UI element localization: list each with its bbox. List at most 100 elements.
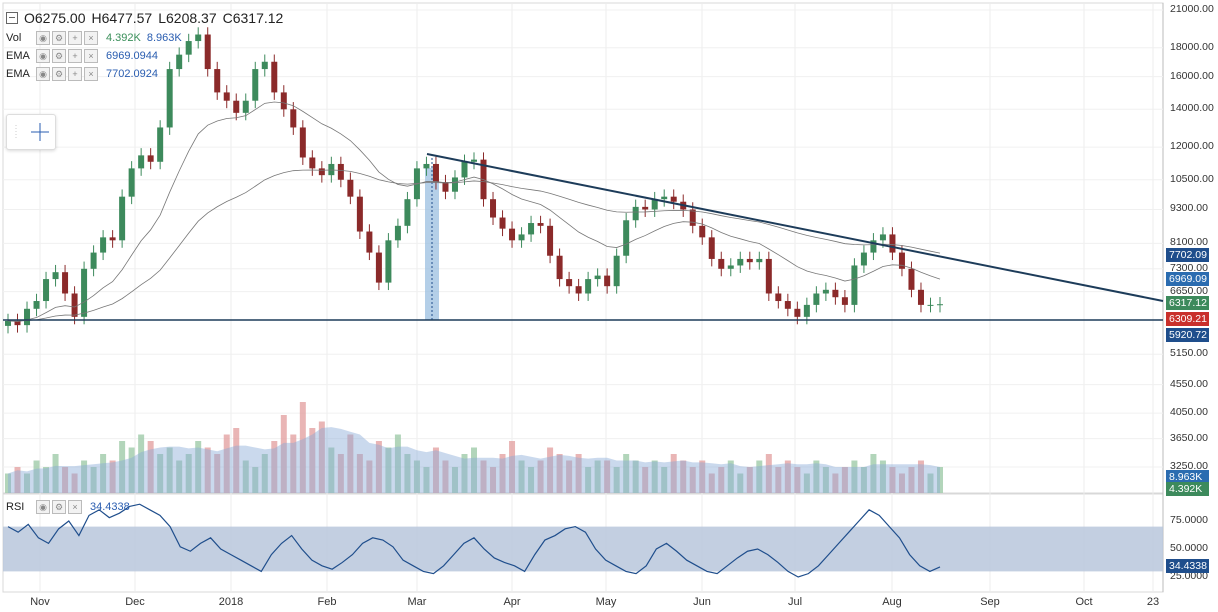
volume-bar [927, 473, 934, 493]
volume-bar [109, 460, 116, 493]
candle-body [870, 240, 877, 253]
candle-body [699, 225, 706, 238]
volume-bar [575, 454, 582, 493]
volume-bar [651, 460, 658, 493]
volume-bar [147, 441, 154, 493]
candle-body [746, 258, 753, 263]
volume-bar [585, 467, 592, 493]
volume-bar [708, 473, 715, 493]
volume-bar [623, 454, 630, 493]
time-axis-label: Feb [317, 596, 337, 608]
volume-bar [509, 441, 516, 493]
indicator-value: 7702.0924 [106, 68, 158, 80]
ema-indicator-row[interactable]: EMA ◉ ⚙ + × 6969.0944 [6, 48, 158, 64]
gear-icon[interactable]: ⚙ [52, 49, 66, 63]
volume-bar [413, 460, 420, 493]
candle-body [537, 223, 544, 226]
volume-bar [423, 467, 430, 493]
plus-icon[interactable]: + [68, 67, 82, 81]
volume-bar [680, 460, 687, 493]
close-icon[interactable]: × [84, 49, 98, 63]
volume-bar [71, 473, 78, 493]
volume-bar [128, 447, 135, 493]
volume-bar [90, 467, 97, 493]
candle-body [841, 297, 848, 305]
candle-body [147, 155, 154, 162]
volume-indicator-row[interactable]: Vol ◉ ⚙ + × 4.392K 8.963K [6, 30, 182, 46]
candle-body [242, 100, 249, 113]
plus-icon[interactable]: + [68, 31, 82, 45]
volume-bar [366, 460, 373, 493]
crosshair-tool-button[interactable] [6, 114, 56, 150]
volume-bar [765, 454, 772, 493]
gear-icon[interactable]: ⚙ [52, 67, 66, 81]
volume-bar [166, 447, 173, 493]
eye-icon[interactable]: ◉ [36, 500, 50, 514]
candle-body [822, 289, 829, 294]
candle-body [223, 92, 230, 101]
price-axis-label: 14000.00 [1170, 102, 1214, 115]
volume-bar [185, 454, 192, 493]
rsi-band [3, 526, 1163, 572]
candle-body [917, 289, 924, 305]
crosshair-icon [15, 123, 49, 141]
candle-body [879, 234, 886, 241]
volume-bar [404, 454, 411, 493]
eye-icon[interactable]: ◉ [36, 31, 50, 45]
candle-body [737, 258, 744, 266]
candle-body [832, 289, 839, 298]
volume-bar [632, 460, 639, 493]
close-icon[interactable]: × [68, 500, 82, 514]
plus-icon[interactable]: + [68, 49, 82, 63]
candle-body [651, 199, 658, 210]
close-icon[interactable]: × [84, 31, 98, 45]
candle-body [898, 252, 905, 269]
eye-icon[interactable]: ◉ [36, 49, 50, 63]
price-tag: 4.392K [1166, 482, 1209, 496]
time-axis-label: 23 [1146, 596, 1160, 608]
volume-bar [223, 434, 230, 493]
volume-bar [252, 467, 259, 493]
candle-body [214, 69, 221, 93]
time-axis-label: 2018 [218, 596, 244, 608]
volume-bar [699, 460, 706, 493]
volume-bar [917, 460, 924, 493]
rsi-indicator-row[interactable]: RSI ◉ ⚙ × 34.4338 [6, 499, 130, 515]
candle-body [337, 163, 344, 180]
candle-body [252, 69, 259, 101]
candle-body [509, 228, 516, 241]
volume-bar [670, 454, 677, 493]
ema-indicator-row[interactable]: EMA ◉ ⚙ + × 7702.0924 [6, 66, 158, 82]
candle-body [718, 258, 725, 269]
volume-bar [119, 441, 126, 493]
candle-body [765, 258, 772, 294]
gear-icon[interactable]: ⚙ [52, 31, 66, 45]
candle-body [490, 199, 497, 218]
close-icon[interactable]: × [84, 67, 98, 81]
candle-body [100, 237, 107, 253]
candle-body [14, 320, 21, 326]
candle-body [271, 61, 278, 93]
eye-icon[interactable]: ◉ [36, 67, 50, 81]
candle-body [109, 237, 116, 241]
candle-body [138, 155, 145, 169]
candle-body [166, 69, 173, 128]
volume-bar [661, 467, 668, 493]
volume-bar [784, 460, 791, 493]
candle-body [5, 320, 11, 326]
candle-body [708, 237, 715, 259]
candle-body [632, 206, 639, 221]
volume-bar [822, 467, 829, 493]
candle-body [623, 220, 630, 256]
volume-bar [718, 467, 725, 493]
volume-bar [537, 460, 544, 493]
candle-body [689, 209, 696, 226]
collapse-icon[interactable] [6, 12, 18, 24]
gear-icon[interactable]: ⚙ [52, 500, 66, 514]
candle-body [499, 217, 506, 229]
candle-body [366, 231, 373, 253]
price-axis-label: 8100.00 [1170, 236, 1208, 249]
rsi-axis-label: 25.0000 [1170, 570, 1208, 582]
candle-body [575, 286, 582, 294]
